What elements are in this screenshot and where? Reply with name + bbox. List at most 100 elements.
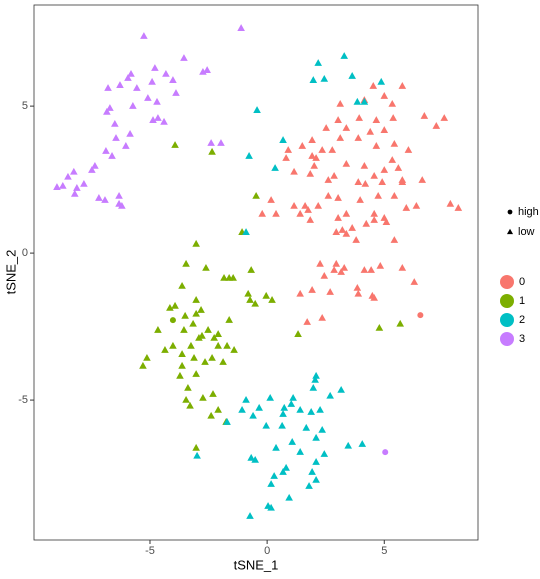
- point: [181, 311, 189, 319]
- point: [203, 66, 211, 73]
- point: [360, 266, 369, 273]
- point: [342, 229, 351, 237]
- point: [169, 341, 177, 349]
- point: [267, 503, 275, 511]
- point: [199, 393, 207, 401]
- point: [172, 89, 180, 96]
- point: [192, 296, 200, 303]
- point: [242, 228, 250, 235]
- point: [247, 266, 255, 273]
- point: [340, 52, 349, 59]
- point: [199, 67, 207, 75]
- point: [336, 134, 345, 141]
- point: [307, 408, 315, 415]
- point: [251, 299, 259, 307]
- point: [280, 403, 289, 411]
- point: [201, 358, 209, 365]
- point: [396, 319, 405, 327]
- point: [334, 214, 342, 221]
- point: [320, 271, 329, 279]
- legend-color-key: [500, 294, 514, 308]
- point: [127, 69, 135, 77]
- point: [144, 94, 152, 101]
- point: [214, 330, 222, 337]
- point: [80, 179, 88, 187]
- point: [133, 84, 141, 91]
- legend-label: 0: [519, 276, 525, 288]
- point: [162, 69, 170, 77]
- point: [366, 127, 375, 135]
- point: [314, 59, 323, 66]
- point: [354, 178, 363, 185]
- legend-label: 3: [519, 333, 525, 345]
- point: [360, 97, 369, 105]
- point: [154, 114, 162, 121]
- point: [326, 391, 334, 399]
- point: [296, 289, 304, 297]
- point: [219, 358, 227, 365]
- point: [209, 390, 217, 397]
- legend-shape-key: [507, 209, 513, 215]
- point: [139, 361, 147, 369]
- point: [398, 178, 407, 185]
- point: [229, 274, 237, 281]
- point: [380, 166, 389, 173]
- y-tick-label: 5: [22, 100, 28, 112]
- point: [140, 32, 148, 39]
- point: [279, 410, 287, 417]
- point: [340, 264, 349, 271]
- point: [353, 283, 362, 291]
- point: [101, 196, 109, 203]
- legend-label: high: [518, 206, 539, 218]
- point: [246, 512, 254, 519]
- point: [308, 286, 316, 293]
- point: [178, 350, 186, 357]
- point: [296, 209, 304, 217]
- point: [278, 421, 286, 429]
- point: [230, 346, 238, 353]
- point: [270, 472, 278, 479]
- point: [312, 475, 320, 483]
- point: [176, 371, 184, 379]
- point: [154, 326, 162, 333]
- point: [149, 116, 157, 123]
- point: [440, 114, 449, 121]
- point: [318, 146, 326, 153]
- point: [370, 172, 379, 179]
- point: [184, 383, 192, 391]
- point: [309, 76, 318, 83]
- point: [282, 463, 290, 471]
- point: [356, 196, 364, 203]
- point: [112, 134, 120, 141]
- point: [53, 183, 61, 190]
- point: [446, 199, 455, 207]
- point: [294, 330, 302, 337]
- point: [420, 112, 429, 119]
- point: [262, 291, 270, 299]
- point: [320, 74, 329, 82]
- point: [352, 236, 360, 243]
- point: [103, 107, 111, 115]
- point: [118, 201, 126, 209]
- point: [309, 383, 318, 391]
- point: [192, 443, 200, 451]
- point: [342, 159, 351, 167]
- point: [178, 281, 186, 289]
- point: [337, 268, 345, 275]
- point: [223, 418, 231, 425]
- point: [182, 259, 190, 267]
- point: [267, 196, 275, 203]
- point: [334, 116, 342, 123]
- point: [374, 191, 382, 199]
- y-axis-title: tSNE_2: [3, 250, 18, 295]
- point: [225, 316, 233, 323]
- point: [332, 228, 341, 235]
- x-axis-title: tSNE_1: [234, 557, 279, 572]
- point: [271, 164, 279, 171]
- point: [70, 189, 79, 197]
- point: [404, 146, 413, 153]
- point: [303, 318, 311, 325]
- point: [372, 116, 381, 123]
- point: [169, 317, 176, 324]
